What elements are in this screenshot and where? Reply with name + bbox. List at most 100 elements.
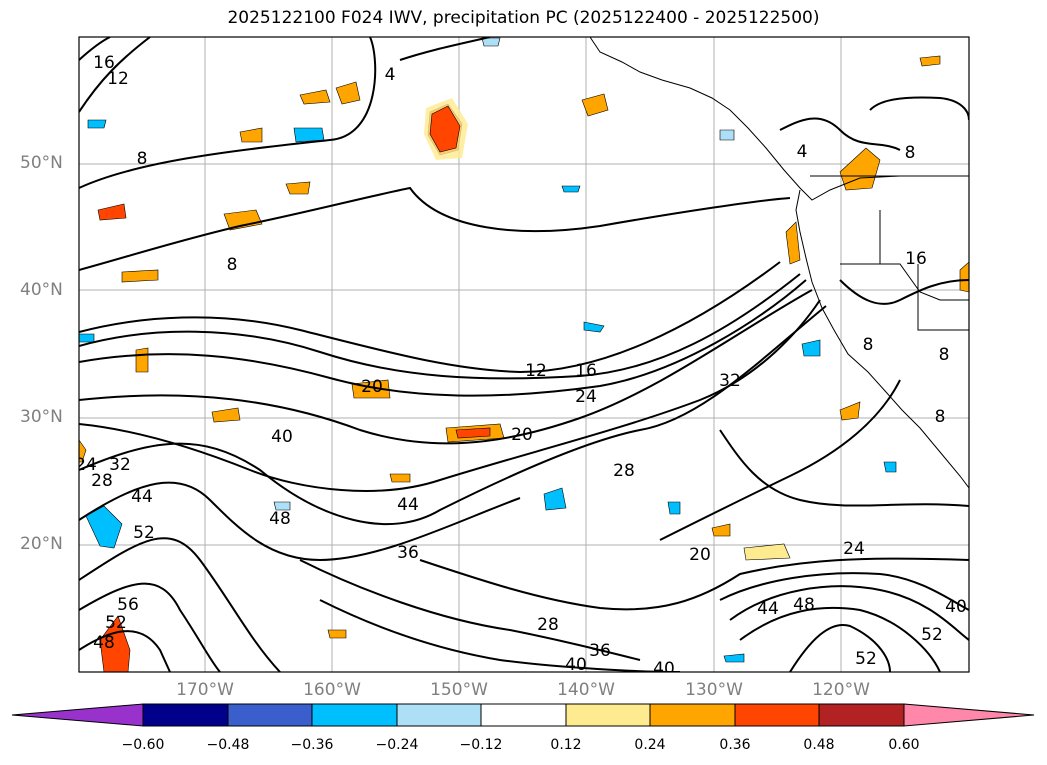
- contour-label: 16: [905, 249, 927, 269]
- colorbar-swatch: [565, 703, 651, 727]
- contour: [299, 559, 641, 661]
- plot-area: [79, 37, 969, 672]
- colorbar: [11, 703, 1035, 727]
- contour-label: 40: [565, 655, 587, 675]
- contour-label: 16: [93, 53, 115, 73]
- contour-label: 40: [945, 597, 967, 617]
- contour: [79, 37, 151, 113]
- map-title: 2025122100 F024 IWV, precipitation PC (2…: [227, 8, 820, 28]
- precip-blob: [327, 629, 347, 639]
- precip-blob: [801, 339, 821, 357]
- contour: [399, 37, 491, 61]
- contour-label: 48: [793, 595, 815, 615]
- contour-label: 4: [385, 65, 396, 85]
- contour: [839, 279, 969, 305]
- precip-blob: [723, 653, 745, 663]
- lon-label: 120°W: [812, 680, 870, 700]
- contour: [79, 186, 791, 271]
- contour: [79, 37, 111, 61]
- colorbar-swatch: [649, 703, 736, 727]
- precip-blob: [583, 321, 605, 333]
- coastline-alaska: [589, 37, 969, 201]
- precip-blob: [785, 221, 801, 265]
- contour: [659, 379, 901, 541]
- contour: [779, 117, 901, 151]
- precip-blob: [85, 505, 123, 549]
- contour: [319, 599, 681, 672]
- precip-blob: [959, 261, 969, 293]
- contour-label: 8: [863, 335, 874, 355]
- contour: [79, 273, 801, 380]
- precip-blob: [293, 127, 325, 143]
- colorbar-tick-label: −0.60: [121, 737, 165, 753]
- precip-blob: [121, 269, 159, 283]
- contour-label: 24: [575, 387, 597, 407]
- colorbar-tick-label: 0.48: [803, 737, 835, 753]
- precip-blob: [389, 473, 411, 483]
- contour: [79, 261, 781, 374]
- contour: [719, 572, 969, 611]
- contour-label: 24: [843, 539, 865, 559]
- lat-label: 50°N: [20, 153, 63, 173]
- contour-label: 20: [689, 545, 711, 565]
- lon-label: 170°W: [176, 680, 234, 700]
- colorbar-swatch: [480, 703, 567, 727]
- precip-blob: [87, 119, 107, 129]
- contour: [739, 606, 941, 672]
- precip-blob: [97, 203, 127, 221]
- contour-label: 52: [855, 649, 877, 669]
- contour-label: 56: [117, 595, 139, 615]
- precip-blob: [839, 147, 881, 191]
- precip-blob: [285, 181, 311, 195]
- colorbar-tick-label: 0.36: [719, 737, 751, 753]
- contour: [79, 630, 171, 672]
- contour: [869, 96, 969, 121]
- contour-label: 4: [797, 142, 808, 162]
- contour-label: 44: [397, 495, 419, 515]
- colorbar-tick-label: 0.60: [888, 737, 920, 753]
- precip-blob: [79, 333, 95, 343]
- colorbar-swatch: [142, 703, 229, 727]
- contour-label: 24: [75, 455, 97, 475]
- lon-label: 140°W: [557, 680, 615, 700]
- precip-blob: [223, 209, 263, 231]
- contour-label: 8: [137, 149, 148, 169]
- contour-label: 32: [719, 371, 741, 391]
- colorbar-tick-label: −0.12: [459, 737, 503, 753]
- contour-label: 20: [361, 377, 383, 397]
- colorbar-max-arrow: [903, 703, 1035, 727]
- lat-label: 20°N: [20, 534, 63, 554]
- border-state: [879, 210, 969, 331]
- contour-label: 32: [109, 455, 131, 475]
- precip-blob: [883, 461, 897, 473]
- contour: [79, 279, 807, 397]
- precip-blob: [335, 81, 361, 105]
- precip-blob: [239, 127, 263, 143]
- contour-label: 28: [537, 615, 559, 635]
- contour: [419, 557, 969, 611]
- lon-label: 160°W: [303, 680, 361, 700]
- precip-blob: [561, 185, 581, 193]
- contour-label: 12: [107, 69, 129, 89]
- precip-positive: [79, 55, 969, 672]
- contour-label: 52: [133, 523, 155, 543]
- precip-blob: [919, 55, 941, 67]
- contour-label: 44: [131, 487, 153, 507]
- colorbar-swatch: [396, 703, 482, 727]
- colorbar-tick-label: 0.12: [550, 737, 582, 753]
- lon-label: 130°W: [685, 680, 743, 700]
- colorbar-tick-label: −0.48: [206, 737, 250, 753]
- contour: [79, 299, 821, 492]
- contour-label: 12: [525, 361, 547, 381]
- contour-label: 8: [905, 143, 916, 163]
- contour-label: 40: [271, 427, 293, 447]
- contour-label: 8: [939, 345, 950, 365]
- plot-frame: [78, 36, 970, 673]
- precip-blob: [429, 105, 461, 153]
- contour-label: 16: [575, 361, 597, 381]
- colorbar-min-arrow: [11, 703, 144, 727]
- contour: [79, 582, 221, 672]
- colorbar-tick-label: −0.24: [375, 737, 419, 753]
- iwv-contours: [79, 37, 969, 672]
